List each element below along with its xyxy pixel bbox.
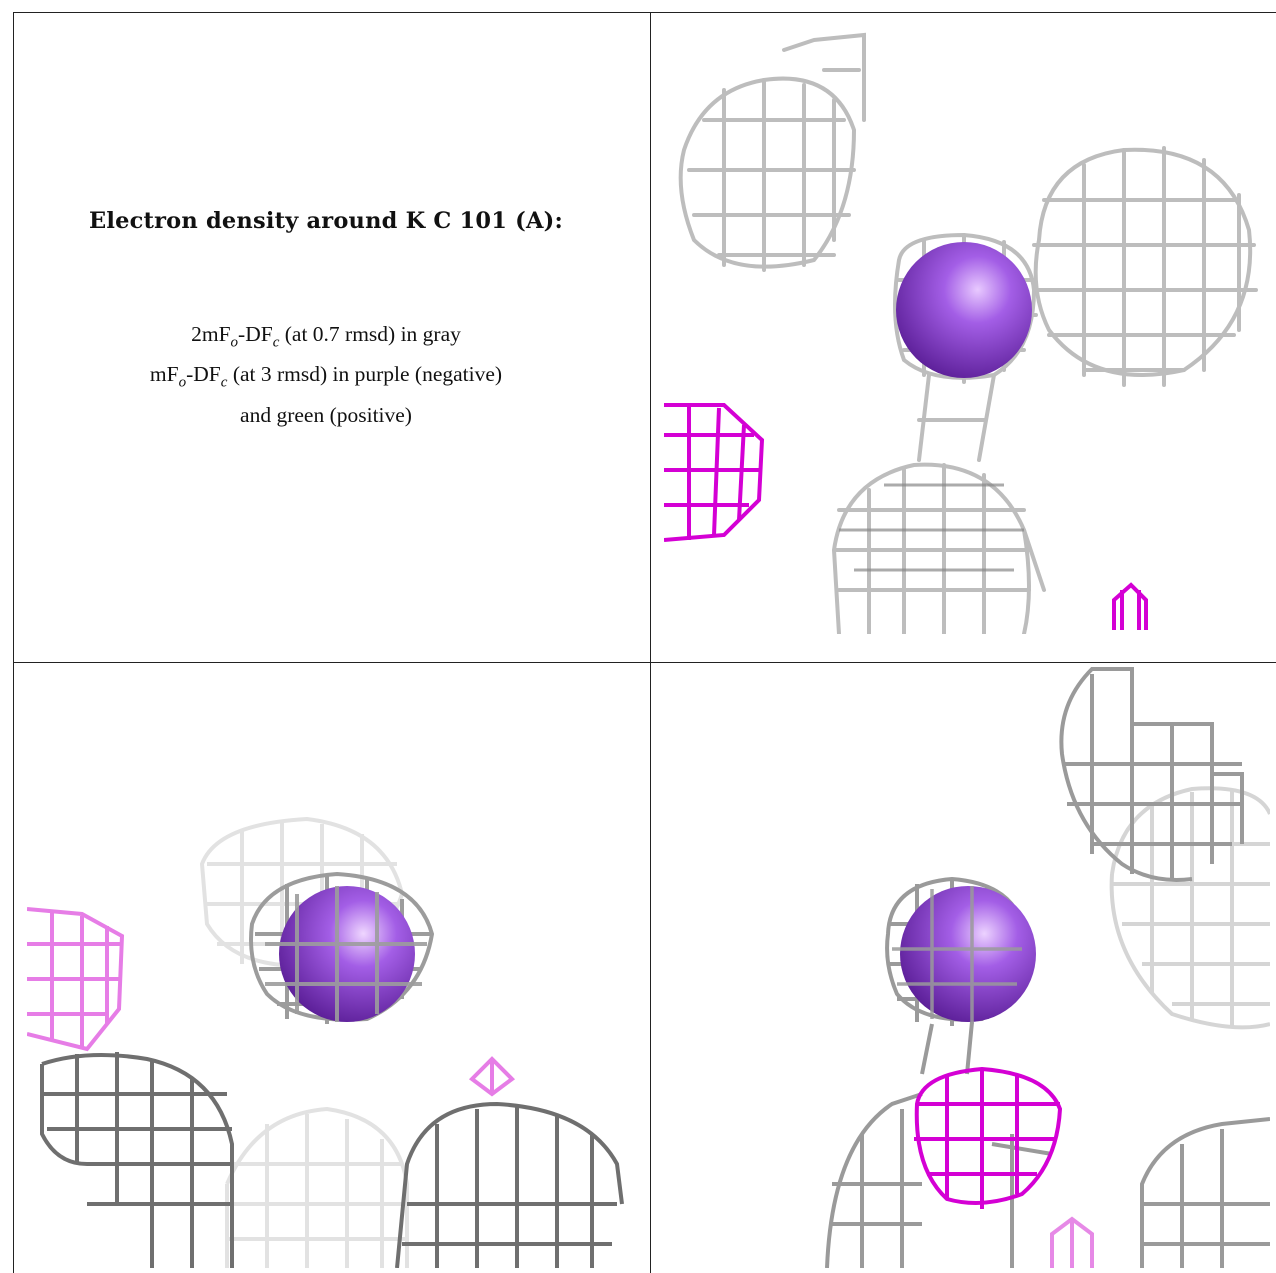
- caption-body: 2mFo-DFc (at 0.7 rmsd) in gray mFo-DFc (…: [14, 318, 638, 431]
- mesh-render-bottom-left: [27, 816, 624, 1268]
- mesh-render-top-right: [664, 32, 1258, 634]
- caption-title: Electron density around K C 101 (A):: [89, 208, 563, 234]
- panel-bottom-right: [652, 664, 1270, 1268]
- mesh-render-bottom-right: [825, 667, 1270, 1268]
- panel-bottom-left: [27, 664, 649, 1268]
- rule-middle-vertical: [650, 12, 651, 1273]
- potassium-ion-sphere: [279, 886, 415, 1022]
- negative-density-mesh: [664, 403, 1148, 630]
- rule-left: [13, 12, 14, 1273]
- potassium-ion-sphere: [896, 242, 1032, 378]
- caption-cell: Electron density around K C 101 (A): 2mF…: [14, 0, 638, 650]
- negative-density-mesh: [27, 907, 516, 1097]
- caption-line-1: 2mFo-DFc (at 0.7 rmsd) in gray: [191, 322, 461, 351]
- caption-line-3: and green (positive): [240, 402, 412, 427]
- potassium-ion-sphere: [900, 886, 1036, 1022]
- rule-middle-horizontal: [13, 662, 1276, 663]
- panel-top-right: [664, 30, 1276, 634]
- caption-line-2: mFo-DFc (at 3 rmsd) in purple (negative): [149, 362, 503, 391]
- negative-density-mesh: [914, 1066, 1063, 1209]
- rule-top: [13, 12, 1276, 13]
